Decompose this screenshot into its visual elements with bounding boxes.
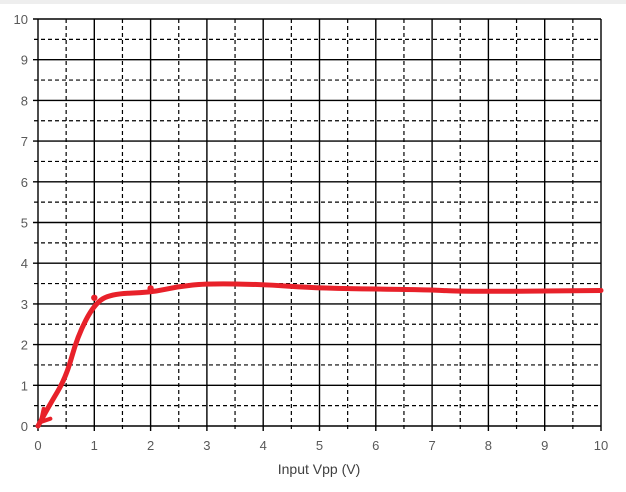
data-marker — [147, 285, 154, 292]
x-tick-label: 9 — [541, 438, 548, 453]
x-axis-tick-labels: 0 1 2 3 4 5 6 7 8 9 10 — [34, 438, 608, 453]
major-gridlines — [33, 18, 602, 431]
y-tick-label: 8 — [21, 93, 28, 108]
x-tick-label: 5 — [316, 438, 323, 453]
y-tick-label: 6 — [21, 175, 28, 190]
y-tick-label: 7 — [21, 134, 28, 149]
y-tick-label: 5 — [21, 216, 28, 231]
data-curve — [35, 281, 604, 429]
minor-gridlines — [34, 19, 601, 431]
x-tick-label: 7 — [428, 438, 435, 453]
y-tick-label: 1 — [21, 378, 28, 393]
x-tick-label: 8 — [485, 438, 492, 453]
curve-line — [35, 281, 604, 429]
x-tick-label: 3 — [203, 438, 210, 453]
x-tick-label: 10 — [594, 438, 608, 453]
x-axis-label: Input Vpp (V) — [278, 461, 361, 477]
arrow-icon — [38, 406, 53, 424]
y-tick-label: 4 — [21, 256, 28, 271]
x-tick-label: 0 — [34, 438, 41, 453]
x-tick-label: 6 — [372, 438, 379, 453]
y-tick-label: 3 — [21, 297, 28, 312]
x-tick-label: 1 — [91, 438, 98, 453]
data-marker — [91, 294, 98, 301]
x-tick-label: 2 — [147, 438, 154, 453]
x-tick-label: 4 — [260, 438, 267, 453]
top-border — [0, 0, 626, 4]
y-tick-label: 10 — [14, 12, 28, 27]
y-tick-label: 2 — [21, 338, 28, 353]
y-tick-label: 0 — [21, 419, 28, 434]
y-tick-label: 9 — [21, 53, 28, 68]
y-axis-tick-labels: 0 1 2 3 4 5 6 7 8 9 10 — [14, 12, 28, 434]
